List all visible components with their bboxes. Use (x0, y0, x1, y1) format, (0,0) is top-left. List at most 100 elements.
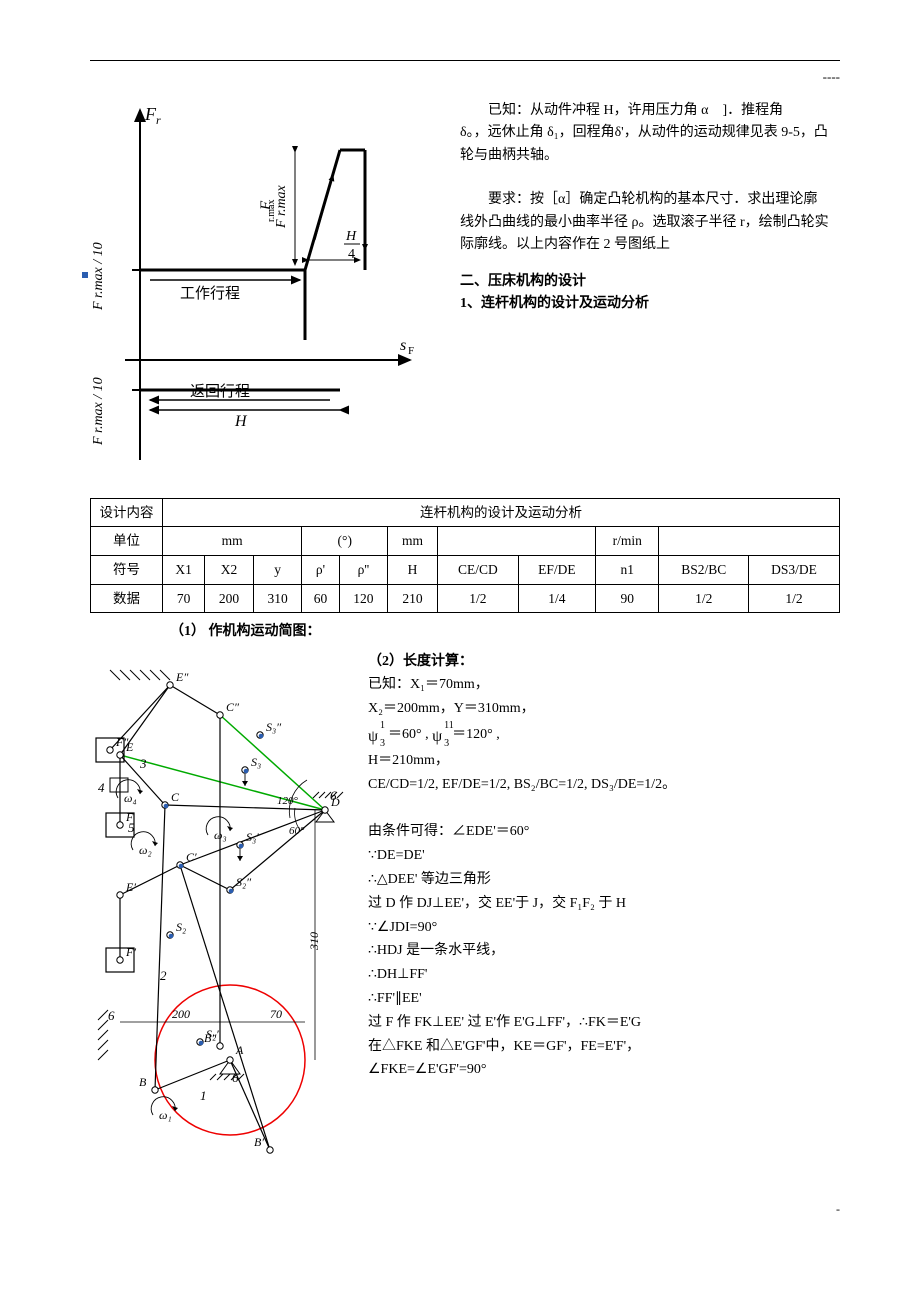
header-dash: ---- (90, 67, 840, 88)
svg-text:ω₁: ω₁ (159, 1108, 172, 1122)
svg-text:S₃′: S₃′ (246, 830, 259, 844)
svg-text:4: 4 (348, 247, 355, 262)
svg-text:F′: F′ (125, 945, 136, 959)
svg-text:返回行程: 返回行程 (190, 383, 250, 400)
table-cell: ρ'' (339, 555, 388, 584)
svg-text:B: B (139, 1075, 147, 1089)
svg-text:60°: 60° (289, 825, 305, 837)
calc-line: ∴DH⊥FF' (368, 963, 840, 987)
svg-text:F r.max / 10: F r.max / 10 (91, 242, 106, 311)
table-row: 数据 70 200 310 60 120 210 1/2 1/4 90 1/2 … (91, 584, 840, 613)
table-cell: r/min (595, 527, 658, 556)
table-cell: 70 (163, 584, 205, 613)
svg-text:ω₂: ω₂ (139, 843, 152, 857)
svg-text:F″: F″ (115, 735, 129, 749)
calc-line: CE/CD=1/2, EF/DE=1/2, BS₂/BC=1/2, DS₃/DE… (368, 773, 840, 797)
svg-text:F r.max / 10: F r.max / 10 (91, 377, 106, 446)
table-cell: 1/2 (659, 584, 749, 613)
table-cell: 设计内容 (91, 498, 163, 527)
table-cell: X2 (205, 555, 254, 584)
calc-line: ∴△DEE' 等边三角形 (368, 868, 840, 892)
sub-heading-1: （1） 作机构运动简图： (170, 621, 840, 643)
calc-line: 由条件可得：∠EDE'＝60° (368, 820, 840, 844)
force-diagram: F r s F F r.max F r.max H 4 工作行程 返回行程 H (90, 100, 430, 480)
table-cell: (°) (302, 527, 388, 556)
mid-section: 6ABB′B″CC′C″DEE′E″FF′F″S₂S₂′S₂″S₃S₃′S₃″2… (90, 650, 840, 1170)
table-cell: 符号 (91, 555, 163, 584)
table-cell: 60 (302, 584, 339, 613)
table-cell: n1 (595, 555, 658, 584)
known-p1b: δ。，远休止角 δ₁，回程角δ'，从动件的运动规律见表 9-5，凸轮与曲柄共轴。 (460, 122, 840, 167)
table-cell: 200 (205, 584, 254, 613)
svg-text:S₃: S₃ (251, 755, 261, 769)
table-cell: 90 (595, 584, 658, 613)
svg-text:H: H (345, 229, 357, 244)
table-cell: CE/CD (437, 555, 518, 584)
req-p2b: 线外凸曲线的最小曲率半径 ρ。选取滚子半径 r，绘制凸轮实际廓线。以上内容作在 … (460, 212, 840, 257)
selection-dot (82, 272, 88, 278)
svg-text:ω₃: ω₃ (214, 828, 227, 842)
table-cell: 连杆机构的设计及运动分析 (163, 498, 840, 527)
calc-line: 过 D 作 DJ⊥EE'，交 EE'于 J，交 F₁F₂ 于 H (368, 892, 840, 916)
table-cell: 120 (339, 584, 388, 613)
svg-text:s: s (400, 337, 406, 354)
page-top-rule (90, 60, 840, 61)
table-cell: EF/DE (518, 555, 595, 584)
calc-line: 过 F 作 FK⊥EE' 过 E'作 E'G⊥FF'，∴FK＝E'G (368, 1011, 840, 1035)
svg-text:120°: 120° (277, 795, 299, 807)
svg-text:A: A (235, 1043, 244, 1057)
table-cell: y (253, 555, 302, 584)
calc-line: ∵∠JDI=90° (368, 916, 840, 940)
svg-text:310: 310 (307, 932, 321, 951)
table-cell: X1 (163, 555, 205, 584)
force-figure-column: F r s F F r.max F r.max H 4 工作行程 返回行程 H (90, 100, 440, 480)
calc-line: X₂＝200mm，Y＝310mm， (368, 697, 840, 721)
mechanism-diagram: 6ABB′B″CC′C″DEE′E″FF′F″S₂S₂′S₂″S₃S₃′S₃″2… (90, 650, 350, 1170)
table-cell (659, 527, 840, 556)
table-row: 设计内容 连杆机构的设计及运动分析 (91, 498, 840, 527)
calc-heading: （2）长度计算： (368, 650, 840, 674)
section-2-1-heading: 1、连杆机构的设计及运动分析 (460, 293, 840, 315)
mechanism-svg: 6ABB′B″CC′C″DEE′E″FF′F″S₂S₂′S₂″S₃S₃′S₃″2… (90, 650, 350, 1170)
table-row: 单位 mm (°) mm r/min (91, 527, 840, 556)
table-cell: 1/2 (437, 584, 518, 613)
svg-text:F: F (408, 345, 414, 357)
svg-text:200: 200 (172, 1007, 190, 1021)
top-section: F r s F F r.max F r.max H 4 工作行程 返回行程 H (90, 100, 840, 480)
svg-text:E″: E″ (175, 670, 189, 684)
svg-text:r: r (156, 113, 161, 127)
force-svg: F r s F F r.max F r.max H 4 工作行程 返回行程 H (90, 100, 430, 480)
table-row: 符号 X1 X2 y ρ' ρ'' H CE/CD EF/DE n1 BS2/B… (91, 555, 840, 584)
calc-line: ∴FF'∥EE' (368, 987, 840, 1011)
svg-text:F r.max: F r.max (274, 184, 289, 229)
svg-text:E′: E′ (125, 880, 136, 894)
table-cell: ρ' (302, 555, 339, 584)
top-text-column: 已知：从动件冲程 H，许用压力角 α ]．推程角 δ。，远休止角 δ₁，回程角δ… (460, 100, 840, 480)
calc-line: ψ13＝60° , ψ113＝120° , (368, 721, 840, 749)
footer-dash: - (836, 1200, 840, 1219)
svg-text:S₂: S₂ (176, 920, 186, 934)
calc-line: 在△FKE 和△E'GF'中，KE＝GF'，FE=E'F'， (368, 1035, 840, 1059)
svg-text:S₂″: S₂″ (236, 875, 252, 889)
svg-text:S₃″: S₃″ (266, 720, 282, 734)
table-cell: mm (388, 527, 438, 556)
table-cell: 310 (253, 584, 302, 613)
svg-text:工作行程: 工作行程 (180, 285, 240, 302)
calc-line: H＝210mm， (368, 749, 840, 773)
table-cell: BS2/BC (659, 555, 749, 584)
table-cell (437, 527, 595, 556)
table-cell: 数据 (91, 584, 163, 613)
table-cell: mm (163, 527, 302, 556)
svg-text:70: 70 (270, 1007, 282, 1021)
calculation-column: （2）长度计算： 已知：X₁＝70mm， X₂＝200mm，Y＝310mm， ψ… (368, 650, 840, 1083)
calc-line: ∵DE=DE' (368, 844, 840, 868)
req-p2a: 要求：按［α］确定凸轮机构的基本尺寸．求出理论廓 (460, 189, 840, 211)
calc-line (368, 797, 840, 821)
svg-text:C″: C″ (226, 700, 240, 714)
svg-text:C′: C′ (186, 850, 197, 864)
section-2-heading: 二、压床机构的设计 (460, 271, 840, 293)
table-cell: H (388, 555, 438, 584)
svg-text:H: H (234, 413, 248, 430)
table-cell: 1/2 (749, 584, 840, 613)
svg-text:C: C (171, 790, 180, 804)
